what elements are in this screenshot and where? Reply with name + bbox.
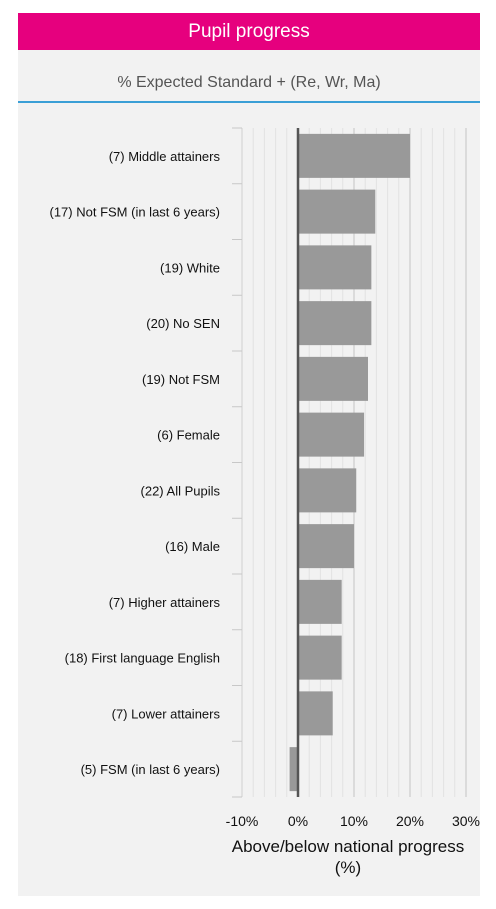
bar [298, 468, 357, 513]
category-label: (17) Not FSM (in last 6 years) [50, 205, 221, 220]
category-label: (20) No SEN [146, 316, 220, 331]
panel-header: Pupil progress [18, 13, 480, 50]
bar [298, 691, 333, 736]
bar [298, 245, 372, 290]
bar [298, 133, 410, 178]
category-label: (19) Not FSM [142, 372, 220, 387]
category-label: (19) White [160, 260, 220, 275]
x-tick-label: 20% [396, 813, 424, 829]
bar [298, 579, 342, 624]
bar [298, 412, 365, 457]
x-tick-label: 30% [452, 813, 480, 829]
x-axis-label: Above/below national progress (%) [231, 837, 465, 877]
category-label: (22) All Pupils [141, 483, 221, 498]
x-tick-label: 0% [288, 813, 308, 829]
category-label: (7) Higher attainers [109, 595, 221, 610]
x-tick-label: 10% [340, 813, 368, 829]
category-label: (5) FSM (in last 6 years) [81, 762, 220, 777]
bar [298, 635, 342, 680]
category-label: (18) First language English [65, 651, 220, 666]
x-tick-label: -10% [226, 813, 259, 829]
bar [298, 524, 354, 569]
category-label: (7) Middle attainers [109, 149, 221, 164]
bar [289, 747, 298, 792]
title-underline [18, 101, 480, 103]
category-label: (7) Lower attainers [112, 706, 221, 721]
category-label: (16) Male [165, 539, 220, 554]
category-label: (6) Female [157, 428, 220, 443]
bar [298, 356, 368, 401]
bar [298, 189, 376, 234]
chart-title: % Expected Standard + (Re, Wr, Ma) [117, 74, 381, 91]
bar [298, 301, 372, 346]
